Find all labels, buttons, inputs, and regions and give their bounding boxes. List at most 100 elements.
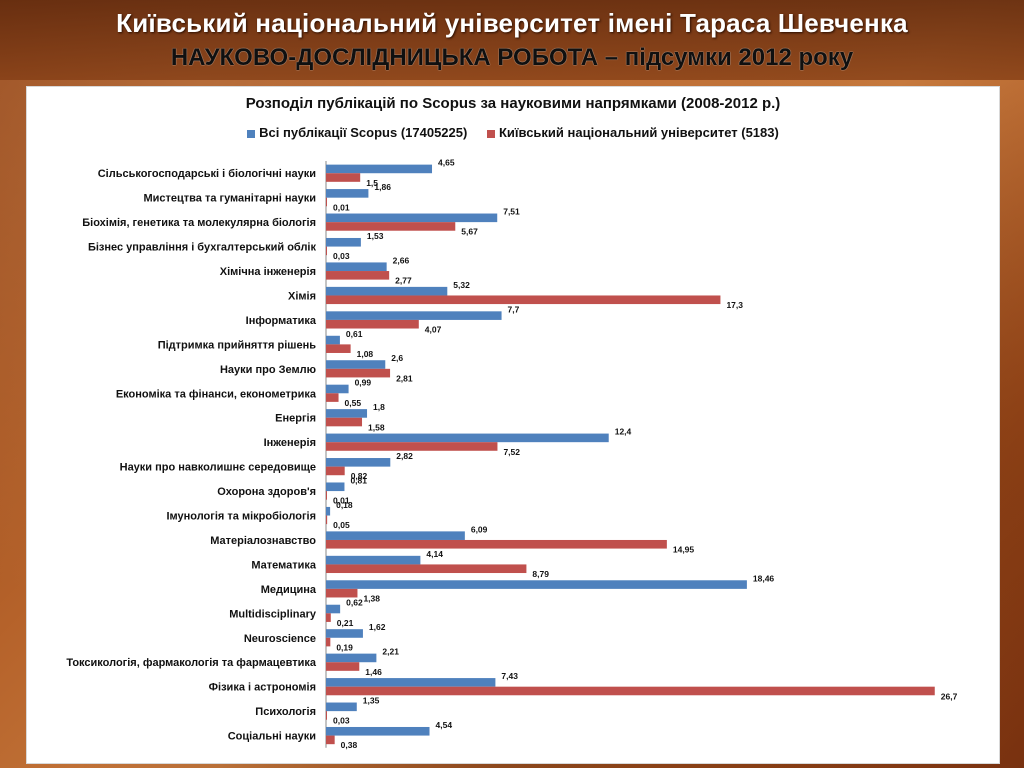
category-label: Токсикологія, фармакологія та фармацевти… xyxy=(66,657,317,669)
category-label: Neuroscience xyxy=(244,633,316,645)
bar-all-publications xyxy=(326,702,357,712)
data-label-knu: 0,21 xyxy=(337,618,354,628)
data-label-knu: 2,81 xyxy=(396,373,413,383)
bar-all-publications xyxy=(326,458,391,467)
category-label: Медицина xyxy=(261,584,317,596)
data-label-all: 7,7 xyxy=(508,304,520,314)
data-label-all: 4,54 xyxy=(436,720,453,730)
data-label-knu: 1,38 xyxy=(363,593,380,603)
data-label-all: 6,09 xyxy=(471,524,488,534)
data-label-all: 1,53 xyxy=(367,231,384,241)
bar-all-publications xyxy=(326,678,496,687)
bar-all-publications xyxy=(326,433,609,443)
category-label: Охорона здоров'я xyxy=(217,486,316,498)
bar-all-publications xyxy=(326,506,331,516)
bar-all-publications xyxy=(326,237,361,247)
data-label-knu: 8,79 xyxy=(532,569,549,579)
category-label: Бізнес управління і бухгалтерський облік xyxy=(88,242,317,254)
bar-chart: Сільськогосподарські і біологічні науки 4… xyxy=(66,158,958,751)
data-label-knu: 0,03 xyxy=(333,716,350,726)
data-label-knu: 14,95 xyxy=(673,545,695,555)
bar-knu-publications xyxy=(326,344,351,353)
bar-all-publications xyxy=(326,531,465,540)
bar-knu-publications xyxy=(326,319,419,329)
category-label: Підтримка прийняття рішень xyxy=(158,339,317,351)
legend-item-all: Всі публікації Scopus (17405225) xyxy=(247,125,471,140)
data-label-all: 1,8 xyxy=(373,402,385,412)
bar-knu-publications xyxy=(326,735,335,745)
legend-label-knu: Київський національний університет (5183… xyxy=(498,125,779,140)
data-label-knu: 0,01 xyxy=(333,202,350,212)
data-label-knu: 0,03 xyxy=(333,251,350,261)
bar-all-publications xyxy=(326,629,363,638)
bar-knu-publications xyxy=(326,515,328,525)
legend-item-knu: Київський національний університет (5183… xyxy=(486,125,779,140)
bar-all-publications xyxy=(326,580,747,589)
data-label-knu: 1,5 xyxy=(366,178,378,188)
data-label-knu: 1,46 xyxy=(365,667,382,677)
data-label-knu: 0,19 xyxy=(336,642,353,652)
data-label-all: 7,43 xyxy=(501,671,518,681)
bar-knu-publications xyxy=(326,442,498,451)
data-label-knu: 0,01 xyxy=(333,496,350,506)
data-label-knu: 4,07 xyxy=(425,325,442,335)
chart-panel: Розподіл публікацій по Scopus за наукови… xyxy=(26,86,1000,764)
category-label: Математика xyxy=(251,559,317,571)
bar-knu-publications xyxy=(326,588,358,598)
bar-all-publications xyxy=(326,482,345,492)
data-label-all: 0,62 xyxy=(346,598,363,608)
bar-knu-publications xyxy=(326,197,327,207)
bar-all-publications xyxy=(326,262,387,272)
bar-knu-publications xyxy=(326,222,456,231)
slide-subtitle: НАУКОВО-ДОСЛІДНИЦЬКА РОБОТА – підсумки 2… xyxy=(170,44,854,71)
bar-knu-publications xyxy=(326,564,527,574)
data-label-knu: 0,38 xyxy=(341,740,358,750)
chart-title: Розподіл публікацій по Scopus за наукови… xyxy=(245,95,781,112)
data-label-all: 1,62 xyxy=(369,622,386,632)
category-label: Імунологія та мікробіологія xyxy=(166,511,316,523)
bar-all-publications xyxy=(326,164,433,174)
data-label-all: 2,6 xyxy=(391,353,403,363)
legend-swatch-all xyxy=(247,129,256,138)
data-label-knu: 1,58 xyxy=(368,422,385,432)
data-label-all: 4,14 xyxy=(426,549,443,559)
category-label: Соціальні науки xyxy=(228,731,316,743)
data-label-knu: 26,7 xyxy=(941,691,958,701)
bar-all-publications xyxy=(326,653,377,663)
data-label-all: 4,65 xyxy=(438,158,455,168)
category-label: Хімія xyxy=(288,290,316,302)
bar-knu-publications xyxy=(326,686,935,696)
category-label: Хімічна інженерія xyxy=(220,266,316,278)
category-label: Мистецтва та гуманітарні науки xyxy=(143,193,316,205)
data-label-all: 2,21 xyxy=(382,647,399,657)
bar-knu-publications xyxy=(326,613,331,622)
bar-knu-publications xyxy=(326,466,345,476)
bar-knu-publications xyxy=(326,711,327,720)
category-label: Multidisciplinary xyxy=(229,608,317,620)
slide-header: Київський національний університет імені… xyxy=(0,0,1024,80)
category-label: Біохімія, генетика та молекулярна біолог… xyxy=(82,217,316,229)
chart-legend: Всі публікації Scopus (17405225) Київськ… xyxy=(27,125,999,140)
category-label: Науки про навколишнє середовище xyxy=(120,462,316,474)
bar-all-publications xyxy=(326,311,502,320)
bar-all-publications xyxy=(326,335,340,345)
category-label: Науки про Землю xyxy=(220,364,316,376)
bar-all-publications xyxy=(326,286,448,296)
bar-knu-publications xyxy=(326,173,361,182)
bar-knu-publications xyxy=(326,368,391,378)
data-label-all: 7,51 xyxy=(503,207,520,217)
data-label-knu: 0,05 xyxy=(333,520,350,530)
data-label-all: 0,99 xyxy=(355,378,372,388)
data-label-all: 5,32 xyxy=(453,280,470,290)
data-label-all: 2,82 xyxy=(396,451,413,461)
legend-label-all: Всі публікації Scopus (17405225) xyxy=(259,125,468,140)
data-label-all: 18,46 xyxy=(753,573,775,583)
bar-all-publications xyxy=(326,360,386,369)
data-label-all: 2,66 xyxy=(393,255,410,265)
bar-knu-publications xyxy=(326,246,327,256)
legend-swatch-knu xyxy=(486,129,495,138)
data-label-all: 1,35 xyxy=(363,696,380,706)
data-label-knu: 17,3 xyxy=(726,300,743,310)
bar-knu-publications xyxy=(326,295,721,305)
category-label: Інженерія xyxy=(264,437,316,449)
